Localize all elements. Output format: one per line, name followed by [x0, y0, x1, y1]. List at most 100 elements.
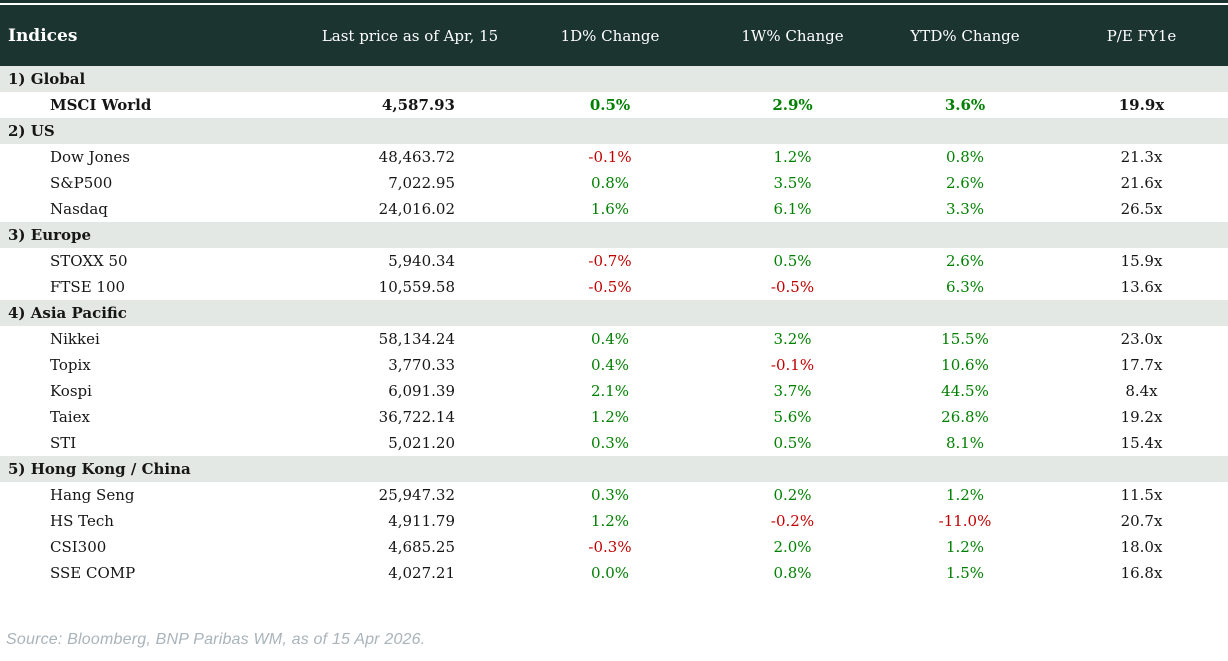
- change-1w-cell: 1.2%: [710, 144, 875, 170]
- index-name-cell: STOXX 50: [0, 248, 310, 274]
- change-1d-cell: 0.8%: [510, 170, 710, 196]
- indices-table: Indices Last price as of Apr, 15 1D% Cha…: [0, 5, 1228, 586]
- change-ytd-cell: 3.6%: [875, 92, 1055, 118]
- change-ytd-cell: 3.3%: [875, 196, 1055, 222]
- change-1d-cell: 0.5%: [510, 92, 710, 118]
- change-ytd-cell: 6.3%: [875, 274, 1055, 300]
- pe-cell: 17.7x: [1055, 352, 1228, 378]
- change-1d-cell: -0.7%: [510, 248, 710, 274]
- change-1w-cell: 5.6%: [710, 404, 875, 430]
- pe-cell: 19.9x: [1055, 92, 1228, 118]
- index-name-cell: Hang Seng: [0, 482, 310, 508]
- change-ytd-cell: -11.0%: [875, 508, 1055, 534]
- indices-table-body: 1) Global MSCI World 4,587.93 0.5% 2.9% 3.6% 1…: [0, 66, 1228, 586]
- table-header-row: Indices Last price as of Apr, 15 1D% Cha…: [0, 5, 1228, 66]
- section-row: 4) Asia Pacific: [0, 300, 1228, 326]
- pe-cell: 8.4x: [1055, 378, 1228, 404]
- index-name-cell: Topix: [0, 352, 310, 378]
- last-price-cell: 25,947.32: [310, 482, 510, 508]
- change-1w-cell: -0.2%: [710, 508, 875, 534]
- index-name-cell: Nasdaq: [0, 196, 310, 222]
- change-1w-cell: 3.7%: [710, 378, 875, 404]
- index-name-cell: STI: [0, 430, 310, 456]
- change-ytd-cell: 8.1%: [875, 430, 1055, 456]
- table-row: S&P500 7,022.95 0.8% 3.5% 2.6% 21.6x: [0, 170, 1228, 196]
- change-1w-cell: 6.1%: [710, 196, 875, 222]
- change-1w-cell: -0.5%: [710, 274, 875, 300]
- table-row: STI 5,021.20 0.3% 0.5% 8.1% 15.4x: [0, 430, 1228, 456]
- table-row: FTSE 100 10,559.58 -0.5% -0.5% 6.3% 13.6x: [0, 274, 1228, 300]
- change-ytd-cell: 15.5%: [875, 326, 1055, 352]
- change-1w-cell: 3.2%: [710, 326, 875, 352]
- change-ytd-cell: 2.6%: [875, 248, 1055, 274]
- change-1w-cell: 2.0%: [710, 534, 875, 560]
- last-price-cell: 36,722.14: [310, 404, 510, 430]
- section-row: 5) Hong Kong / China: [0, 456, 1228, 482]
- last-price-cell: 6,091.39: [310, 378, 510, 404]
- change-1d-column-header: 1D% Change: [510, 5, 710, 66]
- section-label: 1) Global: [0, 66, 1228, 92]
- last-price-column-header: Last price as of Apr, 15: [310, 5, 510, 66]
- change-1d-cell: 0.0%: [510, 560, 710, 586]
- pe-cell: 26.5x: [1055, 196, 1228, 222]
- change-1d-cell: 1.2%: [510, 508, 710, 534]
- last-price-cell: 10,559.58: [310, 274, 510, 300]
- change-1w-cell: 2.9%: [710, 92, 875, 118]
- last-price-cell: 7,022.95: [310, 170, 510, 196]
- change-ytd-cell: 0.8%: [875, 144, 1055, 170]
- change-1d-cell: 0.3%: [510, 430, 710, 456]
- table-row: Nasdaq 24,016.02 1.6% 6.1% 3.3% 26.5x: [0, 196, 1228, 222]
- table-row: Topix 3,770.33 0.4% -0.1% 10.6% 17.7x: [0, 352, 1228, 378]
- pe-cell: 20.7x: [1055, 508, 1228, 534]
- change-1d-cell: 0.3%: [510, 482, 710, 508]
- section-row: 3) Europe: [0, 222, 1228, 248]
- change-ytd-cell: 2.6%: [875, 170, 1055, 196]
- table-row: Taiex 36,722.14 1.2% 5.6% 26.8% 19.2x: [0, 404, 1228, 430]
- change-ytd-cell: 1.5%: [875, 560, 1055, 586]
- pe-cell: 18.0x: [1055, 534, 1228, 560]
- index-name-cell: MSCI World: [0, 92, 310, 118]
- pe-cell: 15.9x: [1055, 248, 1228, 274]
- last-price-cell: 5,021.20: [310, 430, 510, 456]
- pe-cell: 15.4x: [1055, 430, 1228, 456]
- pe-cell: 16.8x: [1055, 560, 1228, 586]
- change-1w-cell: 3.5%: [710, 170, 875, 196]
- change-1d-cell: 2.1%: [510, 378, 710, 404]
- table-row: SSE COMP 4,027.21 0.0% 0.8% 1.5% 16.8x: [0, 560, 1228, 586]
- index-name-cell: Nikkei: [0, 326, 310, 352]
- change-1d-cell: -0.5%: [510, 274, 710, 300]
- change-ytd-cell: 10.6%: [875, 352, 1055, 378]
- change-1w-cell: -0.1%: [710, 352, 875, 378]
- last-price-cell: 24,016.02: [310, 196, 510, 222]
- change-ytd-cell: 1.2%: [875, 482, 1055, 508]
- index-name-cell: Dow Jones: [0, 144, 310, 170]
- index-name-cell: CSI300: [0, 534, 310, 560]
- last-price-cell: 4,027.21: [310, 560, 510, 586]
- section-label: 3) Europe: [0, 222, 1228, 248]
- table-row: MSCI World 4,587.93 0.5% 2.9% 3.6% 19.9x: [0, 92, 1228, 118]
- table-row: STOXX 50 5,940.34 -0.7% 0.5% 2.6% 15.9x: [0, 248, 1228, 274]
- section-row: 2) US: [0, 118, 1228, 144]
- section-label: 5) Hong Kong / China: [0, 456, 1228, 482]
- change-1w-cell: 0.5%: [710, 248, 875, 274]
- table-top-border: [0, 0, 1228, 5]
- index-name-cell: Taiex: [0, 404, 310, 430]
- last-price-cell: 4,587.93: [310, 92, 510, 118]
- indices-column-header: Indices: [0, 5, 310, 66]
- last-price-cell: 5,940.34: [310, 248, 510, 274]
- change-ytd-cell: 1.2%: [875, 534, 1055, 560]
- pe-cell: 21.6x: [1055, 170, 1228, 196]
- table-row: Hang Seng 25,947.32 0.3% 0.2% 1.2% 11.5x: [0, 482, 1228, 508]
- pe-cell: 21.3x: [1055, 144, 1228, 170]
- table-row: Dow Jones 48,463.72 -0.1% 1.2% 0.8% 21.3x: [0, 144, 1228, 170]
- change-1d-cell: -0.1%: [510, 144, 710, 170]
- change-1d-cell: 0.4%: [510, 352, 710, 378]
- index-name-cell: HS Tech: [0, 508, 310, 534]
- pe-cell: 11.5x: [1055, 482, 1228, 508]
- last-price-cell: 48,463.72: [310, 144, 510, 170]
- section-row: 1) Global: [0, 66, 1228, 92]
- table-row: Nikkei 58,134.24 0.4% 3.2% 15.5% 23.0x: [0, 326, 1228, 352]
- last-price-cell: 4,911.79: [310, 508, 510, 534]
- section-label: 2) US: [0, 118, 1228, 144]
